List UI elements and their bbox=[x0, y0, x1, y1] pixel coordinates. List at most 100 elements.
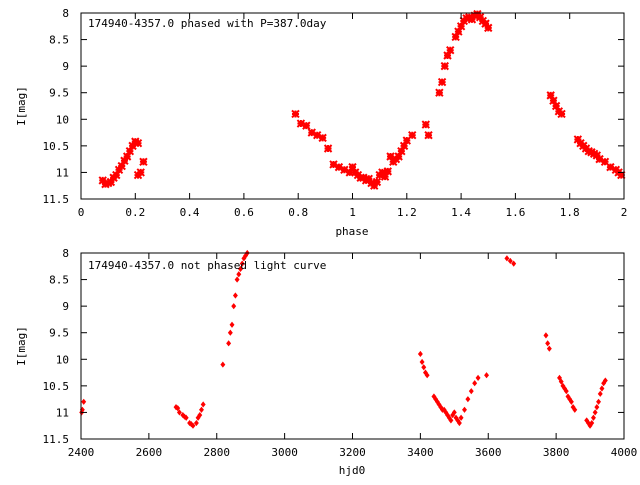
unphased-x-tick-label: 3400 bbox=[407, 446, 434, 459]
phased-light-curve-panel: 0 0.2 0.4 0.6 0.8 1 1.2 1.4 1.6 1.8 2 8 8.5 9 9.5 10 10.… bbox=[15, 7, 627, 238]
unphased-data-point bbox=[504, 255, 510, 262]
unphased-data-point bbox=[421, 364, 427, 371]
unphased-data-point bbox=[590, 414, 596, 421]
unphased-data-point bbox=[190, 422, 196, 429]
unphased-data-point bbox=[231, 303, 237, 310]
unphased-data-point bbox=[193, 419, 199, 427]
unphased-data-point bbox=[229, 321, 235, 328]
phased-y-tick-label: 11 bbox=[56, 166, 69, 179]
unphased-data-point bbox=[458, 414, 464, 421]
phased-data-point bbox=[122, 152, 132, 161]
phased-data-point bbox=[440, 61, 450, 71]
unphased-data-point bbox=[424, 372, 430, 379]
unphased-data-point bbox=[417, 350, 423, 358]
phased-x-tick-label: 0 bbox=[78, 206, 85, 219]
unphased-data-point bbox=[197, 412, 203, 419]
phased-data-point bbox=[302, 121, 311, 130]
unphased-x-tick-label: 2800 bbox=[204, 446, 231, 459]
phased-data-point bbox=[451, 32, 460, 42]
unphased-data-point bbox=[599, 385, 605, 392]
phased-y-tick-label: 10 bbox=[56, 113, 69, 126]
unphased-data-point bbox=[507, 257, 513, 265]
phased-data-point bbox=[446, 45, 455, 55]
unphased-data-point bbox=[568, 398, 574, 405]
unphased-x-tick-label: 2600 bbox=[136, 446, 163, 459]
phased-x-tick-label: 0.6 bbox=[234, 206, 254, 219]
phased-axes: 0 0.2 0.4 0.6 0.8 1 1.2 1.4 1.6 1.8 2 8 8.5 9 9.5 10 10.… bbox=[43, 7, 628, 219]
unphased-data-point bbox=[475, 374, 481, 381]
phased-y-tick-label: 10.5 bbox=[43, 140, 70, 153]
unphased-data-point bbox=[175, 405, 181, 412]
phased-data-point bbox=[435, 88, 444, 97]
phased-data-point bbox=[101, 179, 110, 189]
phased-data-point bbox=[394, 152, 403, 161]
phased-chart-title: 174940-4357.0 phased with P=387.0day bbox=[88, 17, 327, 30]
unphased-y-tick-label: 11.5 bbox=[43, 433, 70, 446]
unphased-data-point bbox=[81, 398, 87, 405]
phased-data-point bbox=[584, 146, 593, 156]
phased-data-point bbox=[397, 146, 406, 156]
phased-data-point bbox=[484, 23, 493, 33]
unphased-data-point bbox=[602, 377, 608, 384]
phased-data-point bbox=[424, 131, 433, 140]
phased-data-point bbox=[557, 109, 566, 119]
unphased-data-point bbox=[236, 271, 242, 278]
phased-data-point bbox=[139, 157, 148, 167]
unphased-data-point bbox=[183, 414, 189, 421]
unphased-y-tick-label: 11 bbox=[56, 406, 69, 419]
phased-y-tick-label: 8.5 bbox=[49, 34, 69, 47]
phased-data-point bbox=[307, 128, 316, 137]
phased-data-point bbox=[329, 160, 338, 169]
phased-data-point bbox=[345, 168, 354, 177]
unphased-data-point bbox=[232, 292, 238, 299]
phased-data-point bbox=[106, 177, 116, 187]
phased-data-point bbox=[318, 133, 327, 143]
phased-data-point bbox=[443, 51, 452, 60]
unphased-y-tick-label: 8.5 bbox=[49, 274, 69, 287]
phased-data-point bbox=[383, 167, 393, 176]
phased-data-point bbox=[546, 91, 555, 100]
phased-x-tick-label: 0.4 bbox=[180, 206, 200, 219]
unphased-data-point bbox=[227, 329, 233, 336]
phased-x-tick-label: 1.8 bbox=[560, 206, 580, 219]
phased-x-tick-label: 0.2 bbox=[125, 206, 145, 219]
phased-data-point bbox=[133, 170, 143, 180]
unphased-data-point bbox=[239, 260, 245, 267]
unphased-x-tick-label: 3000 bbox=[271, 446, 298, 459]
unphased-data-point bbox=[220, 361, 226, 368]
phased-y-tick-label: 9 bbox=[62, 60, 69, 73]
unphased-y-tick-label: 9.5 bbox=[49, 327, 69, 340]
unphased-data-point bbox=[592, 409, 598, 416]
phased-data-point bbox=[364, 174, 373, 184]
unphased-data-point bbox=[456, 419, 462, 427]
phased-x-tick-label: 1.4 bbox=[451, 206, 471, 219]
phased-data-point bbox=[378, 168, 387, 177]
unphased-data-point bbox=[563, 388, 569, 395]
phased-data-point bbox=[296, 119, 306, 128]
phased-data-point bbox=[120, 156, 129, 165]
unphased-data-point bbox=[546, 345, 552, 352]
unphased-x-axis-label: hjd0 bbox=[339, 464, 366, 477]
unphased-data-point bbox=[511, 260, 517, 267]
phased-data-point bbox=[437, 77, 447, 87]
phased-x-tick-label: 1 bbox=[349, 206, 356, 219]
unphased-axes: 2400 2600 2800 3000 3200 3400 3600 3800 4000 8 8.5… bbox=[43, 247, 638, 459]
phased-data-point bbox=[103, 178, 113, 188]
phased-data-point bbox=[421, 120, 431, 129]
unphased-data-point bbox=[462, 406, 467, 413]
phased-data-point bbox=[386, 152, 395, 161]
phased-data-point bbox=[125, 146, 135, 156]
phased-data-point bbox=[462, 14, 471, 23]
unphased-y-tick-label: 8 bbox=[62, 247, 69, 260]
phased-data-point bbox=[128, 141, 137, 151]
unphased-data-point bbox=[199, 406, 204, 413]
phased-data-point bbox=[112, 170, 121, 180]
unphased-chart-title: 174940-4357.0 not phased light curve bbox=[88, 259, 326, 272]
unphased-x-tick-label: 3200 bbox=[339, 446, 366, 459]
unphased-data-point bbox=[419, 358, 425, 366]
unphased-data-point bbox=[572, 406, 578, 413]
unphased-data-point bbox=[557, 374, 562, 381]
phased-data-point bbox=[291, 109, 300, 119]
phased-data-point bbox=[456, 22, 466, 31]
